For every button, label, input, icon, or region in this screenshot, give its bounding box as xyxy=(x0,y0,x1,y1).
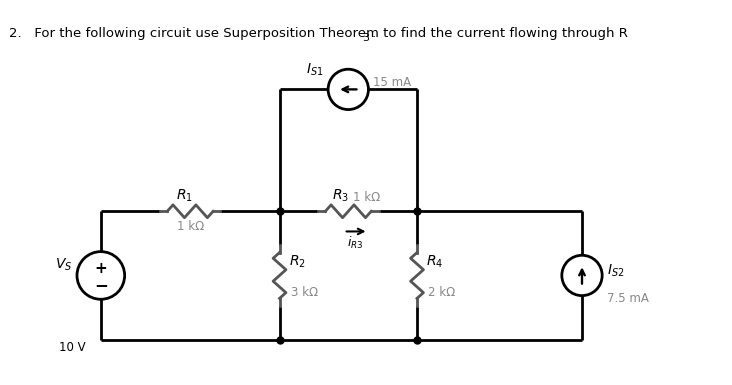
Text: 3 kΩ: 3 kΩ xyxy=(291,286,318,300)
Text: $I_{S1}$: $I_{S1}$ xyxy=(306,62,324,79)
Text: $R_2$: $R_2$ xyxy=(288,253,305,270)
Text: $R_3$: $R_3$ xyxy=(332,187,349,204)
Text: 2 kΩ: 2 kΩ xyxy=(428,286,455,300)
Text: 1 kΩ: 1 kΩ xyxy=(353,191,380,204)
Text: $i_{R3}$: $i_{R3}$ xyxy=(348,235,364,251)
Text: 10 V: 10 V xyxy=(59,341,86,355)
Text: 3: 3 xyxy=(362,33,369,44)
Text: 1 kΩ: 1 kΩ xyxy=(176,221,203,233)
Text: 7.5 mA: 7.5 mA xyxy=(607,292,649,305)
Text: −: − xyxy=(94,276,108,294)
Text: $R_4$: $R_4$ xyxy=(426,253,444,270)
Text: +: + xyxy=(94,261,107,276)
Text: $R_1$: $R_1$ xyxy=(176,187,193,204)
Text: .: . xyxy=(371,27,376,40)
Text: 2.   For the following circuit use Superposition Theorem to find the current flo: 2. For the following circuit use Superpo… xyxy=(10,27,628,40)
Text: $V_S$: $V_S$ xyxy=(55,256,72,273)
Text: $I_{S2}$: $I_{S2}$ xyxy=(607,263,624,279)
Text: 15 mA: 15 mA xyxy=(373,75,411,89)
